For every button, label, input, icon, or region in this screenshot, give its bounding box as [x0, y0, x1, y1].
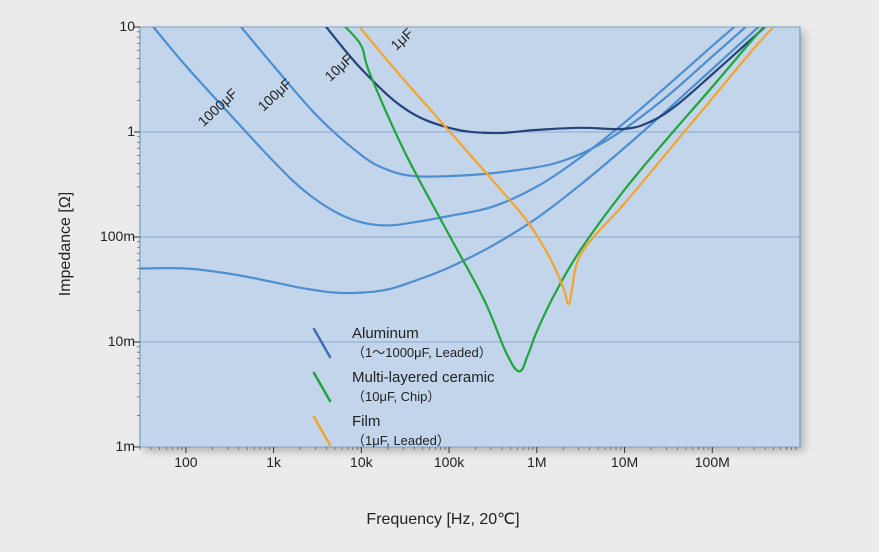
legend-sublabel: （10μF, Chip） — [352, 386, 495, 405]
impedance-chart: Impedance [Ω] Frequency [Hz, 20℃] 1000μF… — [48, 20, 838, 525]
legend-item-film: Film （1μF, Leaded） — [308, 413, 628, 449]
x-tick-label: 100k — [419, 454, 479, 470]
y-axis-label: Impedance [Ω] — [57, 192, 75, 296]
series-Al-1000uF — [140, 25, 761, 293]
y-tick-label: 1 — [75, 123, 135, 139]
curve-label: 1μF — [387, 25, 416, 53]
legend-item-aluminum: Aluminum （1～1000μF, Leaded） — [308, 325, 628, 361]
curve-label: 1000μF — [195, 85, 241, 129]
series-Al-10uF — [241, 27, 745, 177]
x-tick-label: 100 — [156, 454, 216, 470]
x-tick-label: 1M — [507, 454, 567, 470]
y-tick-label: 10 — [75, 18, 135, 34]
x-tick-label: 10M — [595, 454, 655, 470]
legend-swatch — [308, 371, 338, 403]
legend-label: Multi-layered ceramic — [352, 369, 495, 386]
x-tick-label: 1k — [244, 454, 304, 470]
x-tick-label: 10k — [331, 454, 391, 470]
legend-item-mlcc: Multi-layered ceramic （10μF, Chip） — [308, 369, 628, 405]
x-tick-label: 100M — [682, 454, 742, 470]
y-tick-label: 10m — [75, 333, 135, 349]
curve-label: 100μF — [255, 75, 295, 114]
legend-swatch — [308, 327, 338, 359]
y-tick-label: 100m — [75, 228, 135, 244]
legend: Aluminum （1～1000μF, Leaded） Multi-layere… — [308, 325, 628, 457]
legend-sublabel: （1～1000μF, Leaded） — [352, 342, 492, 361]
legend-label: Film — [352, 413, 450, 430]
legend-label: Aluminum — [352, 325, 492, 342]
legend-sublabel: （1μF, Leaded） — [352, 430, 450, 449]
legend-swatch — [308, 415, 338, 447]
y-tick-label: 1m — [75, 438, 135, 454]
x-axis-label: Frequency [Hz, 20℃] — [48, 509, 838, 529]
